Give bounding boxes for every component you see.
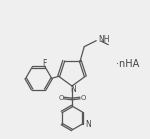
Text: N: N — [70, 85, 76, 94]
Text: ·nHA: ·nHA — [116, 59, 139, 69]
Text: N: N — [85, 120, 91, 129]
Text: O: O — [80, 95, 86, 100]
Text: F: F — [42, 59, 46, 68]
Text: NH: NH — [98, 35, 110, 44]
Text: O: O — [58, 95, 64, 100]
